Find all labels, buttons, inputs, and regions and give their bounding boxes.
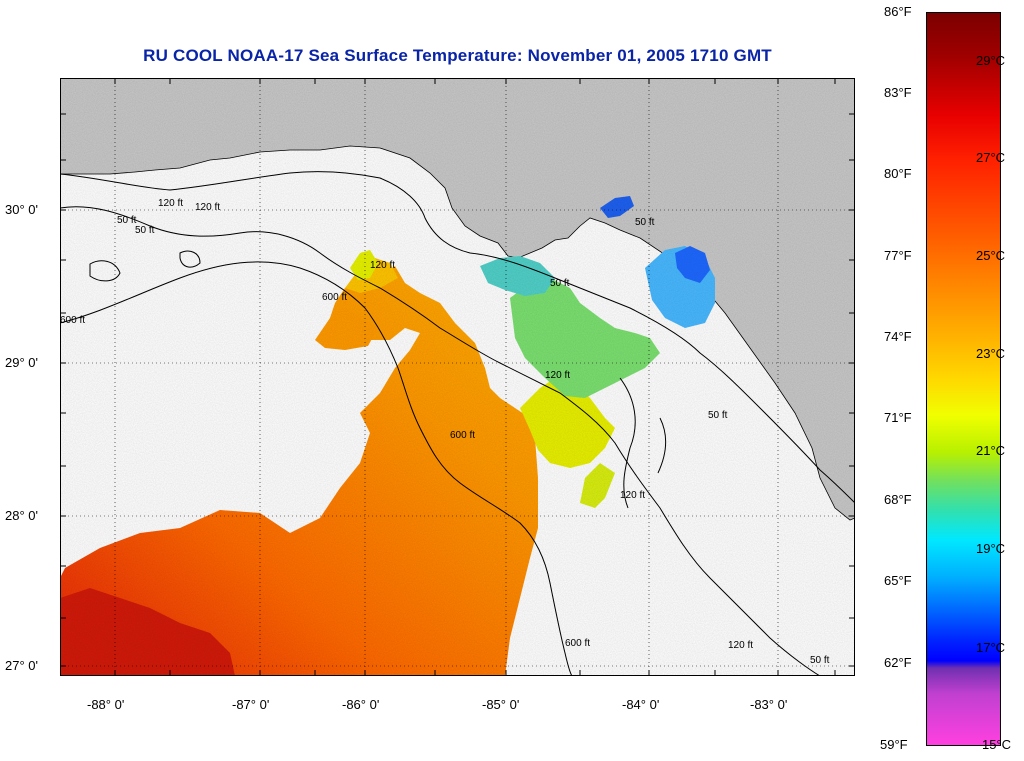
colorbar-f-label: 83°F [884,85,912,100]
contour-label: 600 ft [565,638,590,649]
contour-label: 50 ft [635,217,655,228]
lon-label: -84° 0' [622,697,660,712]
contour-label: 120 ft [370,260,395,271]
lon-label: -83° 0' [750,697,788,712]
colorbar-f-label: 62°F [884,655,912,670]
graticule [60,78,855,676]
contour-label: 600 ft [60,315,85,326]
colorbar-f-label: 80°F [884,166,912,181]
lat-label: 29° 0' [5,355,38,370]
colorbar-c-label: 23°C [976,346,1006,361]
contour-label: 120 ft [195,202,220,213]
colorbar-f-label: 77°F [884,248,912,263]
temperature-colorbar [926,12,1001,746]
contour-label: 50 ft [550,278,570,289]
lon-label: -86° 0' [342,697,380,712]
contour-label: 50 ft [708,410,728,421]
lon-label: -87° 0' [232,697,270,712]
colorbar-f-label: 86°F [884,4,912,19]
lon-label: -85° 0' [482,697,520,712]
lat-label: 28° 0' [5,508,38,523]
sst-map: 50 ft 50 ft 50 ft 50 ft 50 ft 50 ft 120 … [60,78,855,676]
colorbar-f-label: 71°F [884,410,912,425]
colorbar-c-label: 29°C [976,53,1006,68]
colorbar-f-label: 59°F [880,737,908,752]
contour-label: 50 ft [117,215,137,226]
contour-label: 50 ft [135,225,155,236]
colorbar-f-label: 65°F [884,573,912,588]
lat-label: 30° 0' [5,202,38,217]
map-title: RU COOL NOAA-17 Sea Surface Temperature:… [143,46,772,65]
colorbar-c-label: 19°C [976,541,1006,556]
colorbar-c-label: 25°C [976,248,1006,263]
bathymetry-contours [60,171,855,676]
lat-label: 27° 0' [5,658,38,673]
sst-swaths [60,78,855,676]
contour-label: 120 ft [728,640,753,651]
colorbar-f-label: 68°F [884,492,912,507]
contour-label: 120 ft [158,198,183,209]
colorbar-c-label: 27°C [976,150,1006,165]
contour-label: 50 ft [810,655,830,666]
axis-ticks [60,78,855,676]
colorbar-c-label: 21°C [976,443,1006,458]
colorbar-c-label: 15°C [982,737,1012,752]
lon-label: -88° 0' [87,697,125,712]
contour-label: 600 ft [322,292,347,303]
colorbar-f-label: 74°F [884,329,912,344]
contour-label: 120 ft [620,490,645,501]
colorbar-c-label: 17°C [976,640,1006,655]
contour-label: 600 ft [450,430,475,441]
contour-label: 120 ft [545,370,570,381]
